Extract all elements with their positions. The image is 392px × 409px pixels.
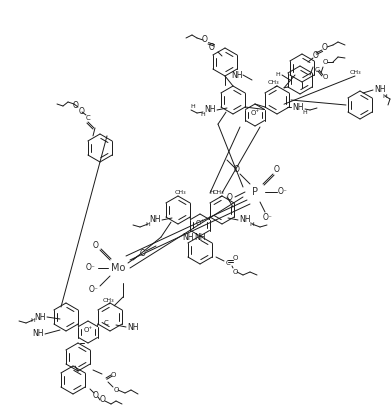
Text: O: O bbox=[274, 166, 280, 175]
Text: O: O bbox=[209, 43, 215, 52]
Text: O: O bbox=[100, 396, 106, 405]
Text: O: O bbox=[322, 59, 328, 65]
Text: H: H bbox=[383, 94, 387, 99]
Text: O⁻: O⁻ bbox=[278, 187, 288, 196]
Text: NH: NH bbox=[239, 216, 251, 225]
Text: C: C bbox=[103, 320, 108, 326]
Text: CH₃: CH₃ bbox=[102, 297, 114, 303]
Text: H: H bbox=[145, 222, 151, 227]
Text: O⁺: O⁺ bbox=[196, 220, 205, 226]
Text: NH: NH bbox=[374, 85, 386, 94]
Text: H: H bbox=[210, 191, 214, 196]
Text: H: H bbox=[201, 112, 205, 117]
Text: O: O bbox=[140, 249, 146, 258]
Text: O: O bbox=[93, 391, 99, 400]
Text: O: O bbox=[313, 50, 319, 59]
Text: O: O bbox=[232, 269, 238, 275]
Text: C: C bbox=[226, 260, 230, 266]
Text: O⁺: O⁺ bbox=[83, 327, 93, 333]
Text: O⁺: O⁺ bbox=[250, 110, 260, 116]
Text: C: C bbox=[315, 67, 319, 73]
Text: NH: NH bbox=[149, 216, 161, 225]
Text: H: H bbox=[31, 317, 35, 323]
Text: CH₃: CH₃ bbox=[267, 81, 279, 85]
Text: H: H bbox=[303, 110, 307, 115]
Text: H: H bbox=[276, 72, 280, 77]
Text: H: H bbox=[250, 222, 254, 227]
Text: O: O bbox=[93, 241, 99, 250]
Text: NH: NH bbox=[231, 70, 243, 79]
Text: O: O bbox=[73, 101, 79, 110]
Text: O⁻: O⁻ bbox=[263, 213, 273, 222]
Text: CH₃: CH₃ bbox=[212, 191, 224, 196]
Text: NH: NH bbox=[292, 103, 304, 112]
Text: H: H bbox=[191, 105, 195, 110]
Text: O: O bbox=[232, 255, 238, 261]
Text: O⁻: O⁻ bbox=[86, 263, 96, 272]
Text: NH: NH bbox=[182, 232, 194, 241]
Text: O: O bbox=[322, 74, 328, 80]
Text: CH₃: CH₃ bbox=[174, 191, 186, 196]
Text: O: O bbox=[202, 36, 208, 45]
Text: NH: NH bbox=[32, 330, 44, 339]
Text: Mo: Mo bbox=[111, 263, 125, 273]
Text: C: C bbox=[85, 115, 91, 121]
Text: NH: NH bbox=[204, 106, 216, 115]
Text: O: O bbox=[322, 43, 328, 52]
Text: NH: NH bbox=[194, 232, 206, 241]
Text: O: O bbox=[113, 387, 119, 393]
Text: P: P bbox=[252, 187, 258, 197]
Text: NH: NH bbox=[127, 323, 139, 332]
Text: CH₃: CH₃ bbox=[349, 70, 361, 74]
Text: O: O bbox=[110, 372, 116, 378]
Text: O: O bbox=[79, 108, 85, 117]
Text: O: O bbox=[234, 166, 240, 175]
Text: NH: NH bbox=[34, 312, 46, 321]
Text: O⁻: O⁻ bbox=[89, 285, 99, 294]
Text: O: O bbox=[227, 193, 233, 202]
